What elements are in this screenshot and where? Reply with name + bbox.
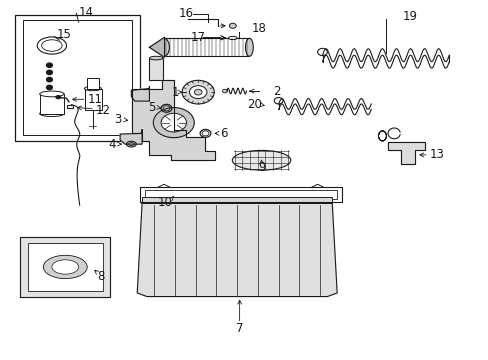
Bar	[163, 39, 249, 56]
Ellipse shape	[126, 141, 136, 147]
Text: 4: 4	[108, 138, 115, 150]
Bar	[40, 94, 64, 114]
Polygon shape	[137, 203, 336, 297]
Bar	[87, 78, 99, 89]
Polygon shape	[20, 237, 110, 297]
Ellipse shape	[52, 260, 79, 274]
Polygon shape	[120, 130, 142, 144]
Bar	[22, 21, 132, 135]
Circle shape	[46, 85, 52, 90]
Text: 18: 18	[251, 22, 266, 35]
Ellipse shape	[149, 56, 163, 60]
Circle shape	[46, 77, 52, 82]
Polygon shape	[131, 87, 149, 101]
Ellipse shape	[84, 86, 101, 91]
Text: 6: 6	[220, 127, 227, 140]
Text: 7: 7	[235, 322, 243, 335]
Text: 12: 12	[96, 104, 111, 117]
Text: 8: 8	[97, 270, 104, 283]
Circle shape	[46, 63, 52, 67]
Text: 5: 5	[148, 101, 155, 114]
Circle shape	[153, 108, 194, 138]
Text: 17: 17	[190, 31, 205, 44]
Ellipse shape	[40, 91, 64, 97]
Bar	[149, 58, 163, 80]
Bar	[84, 89, 102, 110]
Circle shape	[161, 113, 186, 132]
Ellipse shape	[158, 39, 169, 56]
Bar	[15, 15, 140, 140]
Circle shape	[189, 86, 206, 99]
Circle shape	[46, 70, 52, 75]
Text: 9: 9	[257, 161, 265, 174]
Text: 20: 20	[246, 98, 261, 111]
Circle shape	[229, 23, 236, 28]
Polygon shape	[387, 142, 424, 164]
Text: 1: 1	[171, 86, 179, 99]
Polygon shape	[132, 80, 215, 160]
Text: 16: 16	[178, 8, 193, 21]
Bar	[142, 197, 331, 203]
Bar	[144, 190, 336, 199]
Text: 13: 13	[429, 148, 444, 161]
Text: 11: 11	[87, 93, 102, 106]
Ellipse shape	[40, 111, 64, 117]
Circle shape	[55, 95, 61, 99]
Text: 15: 15	[57, 28, 71, 41]
Circle shape	[194, 89, 202, 95]
Text: 3: 3	[114, 113, 121, 126]
Text: 2: 2	[272, 85, 280, 98]
Text: 19: 19	[402, 10, 417, 23]
Ellipse shape	[43, 255, 87, 279]
Text: 10: 10	[158, 196, 173, 209]
Ellipse shape	[232, 150, 290, 170]
Bar	[27, 243, 103, 291]
Circle shape	[222, 89, 227, 93]
Bar	[66, 105, 73, 108]
Ellipse shape	[245, 39, 253, 56]
Ellipse shape	[129, 143, 134, 145]
Circle shape	[182, 80, 214, 104]
Ellipse shape	[228, 36, 237, 40]
Polygon shape	[149, 37, 164, 57]
Text: 14: 14	[79, 6, 93, 19]
